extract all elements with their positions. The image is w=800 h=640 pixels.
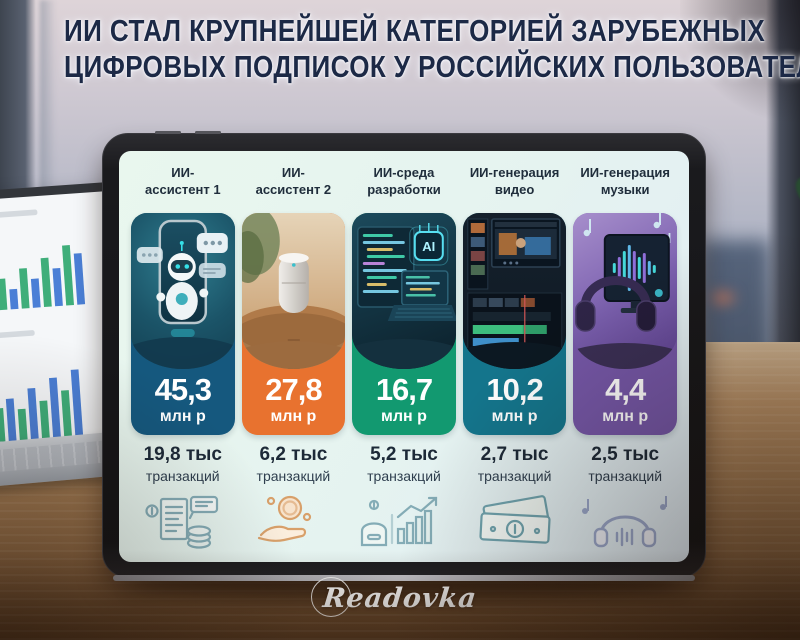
category-label: ИИ-генерация видео [469, 165, 560, 197]
value-band: 45,3 млн р [131, 369, 235, 435]
banknotes-icon [463, 493, 567, 551]
transactions-block: 2,5 тыс транзакций [588, 444, 663, 484]
category-column-ai-video-generation: ИИ-генерация видео [462, 165, 567, 562]
category-label: ИИ-генерация музыки [580, 165, 670, 197]
revenue-unit: млн р [270, 408, 317, 425]
tablet-screen: ИИ- ассистент 1 [119, 151, 689, 562]
headline-line-1: ИИ СТАЛ КРУПНЕЙШЕЙ КАТЕГОРИЕЙ ЗАРУБЕЖНЫХ [64, 13, 766, 48]
revenue-value: 45,3 [154, 372, 212, 407]
revenue-value: 27,8 [265, 372, 322, 407]
value-band: 16,7 млн р [352, 369, 456, 435]
category-card: 10,2 млн р [462, 213, 567, 435]
transactions-block: 5,2 тыс транзакций [367, 444, 441, 484]
value-band: 27,8 млн р [242, 369, 346, 435]
svg-text:AI: AI [422, 239, 435, 254]
headline: ИИ СТАЛ КРУПНЕЙШЕЙ КАТЕГОРИЕЙ ЗАРУБЕЖНЫХ… [64, 13, 800, 84]
smart-speaker-photo [241, 213, 346, 369]
headphones-notes-icon [573, 493, 677, 551]
category-column-ai-assistant-2: ИИ- ассистент 2 [241, 165, 346, 562]
music-headphones-photo [573, 213, 677, 369]
category-card: 4,4 млн р [573, 213, 677, 435]
category-column-ai-music-generation: ИИ-генерация музыки [573, 165, 677, 562]
category-column-ai-assistant-1: ИИ- ассистент 1 [131, 165, 235, 562]
tablet-volume-button [195, 131, 221, 134]
tablet-bottom-edge [113, 575, 695, 581]
category-card: 27,8 млн р [241, 213, 346, 435]
tablet-volume-button [155, 131, 181, 134]
transactions-block: 6,2 тыс транзакций [256, 444, 331, 484]
category-label: ИИ- ассистент 1 [145, 165, 221, 197]
invoice-coins-icon [131, 493, 235, 551]
revenue-unit: млн р [602, 408, 649, 425]
revenue-unit: млн р [159, 408, 206, 425]
category-label: ИИ- ассистент 2 [255, 165, 332, 197]
headline-line-2: ЦИФРОВЫХ ПОДПИСОК У РОССИЙСКИХ ПОЛЬЗОВАТ… [64, 48, 800, 84]
transactions-block: 2,7 тыс транзакций [477, 444, 552, 484]
robot-growth-chart-icon [352, 493, 456, 551]
category-card: AI [352, 213, 456, 435]
ai-assistant-robot-phone-photo [131, 213, 235, 369]
revenue-unit: млн р [381, 408, 427, 425]
hand-coin-icon [242, 493, 346, 551]
category-label: ИИ-среда разработки [367, 165, 441, 197]
tablet: ИИ- ассистент 1 [102, 131, 706, 581]
ai-coding-laptop-photo: AI [352, 213, 456, 369]
readovka-logo: Readovka [0, 577, 800, 617]
video-editing-photo [462, 213, 567, 369]
city-light [712, 292, 734, 304]
logo-text: Readovka [321, 583, 479, 614]
revenue-unit: млн р [491, 408, 538, 425]
category-column-ai-dev-environment: ИИ-среда разработки [352, 165, 456, 562]
value-band: 4,4 млн р [573, 369, 677, 435]
category-card: 45,3 млн р [131, 213, 235, 435]
revenue-value: 10,2 [486, 372, 543, 407]
value-band: 10,2 млн р [463, 369, 567, 435]
transactions-block: 19,8 тыс транзакций [143, 444, 222, 484]
revenue-value: 4,4 [605, 372, 646, 407]
revenue-value: 16,7 [375, 372, 433, 407]
